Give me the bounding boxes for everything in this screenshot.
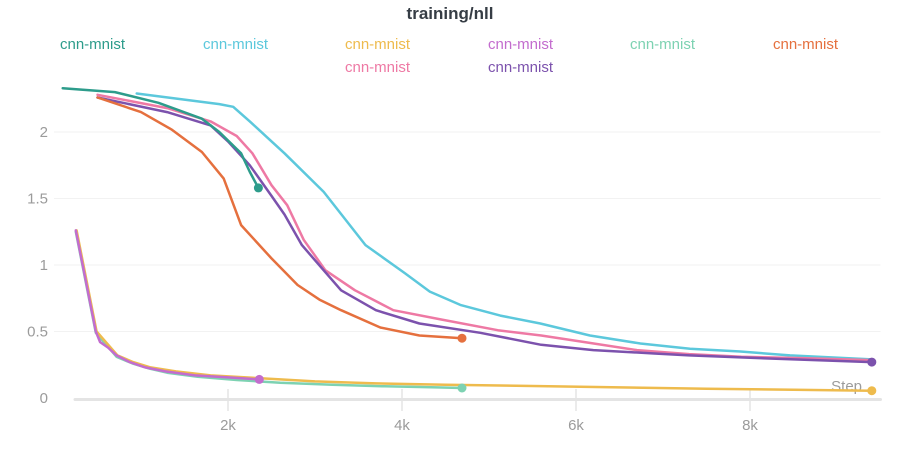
series-line-3-cnn-mnist[interactable] — [96, 93, 874, 362]
series-line-2-cnn-mnist[interactable] — [75, 229, 874, 392]
end-point-marker-7-cnn-mnist[interactable] — [457, 333, 467, 343]
series-line-4-cnn-mnist[interactable] — [74, 229, 261, 381]
y-tick-label-1: 1 — [40, 257, 48, 274]
x-tick-label-4k: 4k — [394, 417, 410, 434]
y-tick-label-0: 0 — [40, 390, 48, 407]
legend-item-run-7[interactable]: cnn-mnist — [773, 36, 839, 53]
end-point-marker-2-cnn-mnist[interactable] — [867, 386, 877, 396]
x-tick-label-6k: 6k — [568, 417, 584, 434]
y-tick-label-2: 2 — [40, 124, 48, 141]
legend-item-run-5[interactable]: cnn-mnist — [488, 59, 554, 76]
chart-legend: cnn-mnist cnn-mnist cnn-mnist cnn-mnist cnn-… — [0, 0, 900, 80]
x-tick-label-2k: 2k — [220, 417, 236, 434]
series-line-0-cnn-mnist[interactable] — [61, 86, 260, 190]
y-tick-label-0.5: 0.5 — [27, 324, 48, 341]
legend-item-run-2[interactable]: cnn-mnist — [345, 36, 411, 53]
chart-title: training/nll — [406, 4, 494, 23]
end-point-marker-5-cnn-mnist[interactable] — [867, 357, 877, 367]
x-axis-title: Step — [831, 378, 862, 395]
legend-item-run-1[interactable]: cnn-mnist — [203, 36, 269, 53]
end-point-marker-4-cnn-mnist[interactable] — [254, 374, 264, 384]
x-tick-label-8k: 8k — [742, 417, 758, 434]
legend-item-run-3[interactable]: cnn-mnist — [345, 59, 411, 76]
end-point-marker-6-cnn-mnist[interactable] — [457, 383, 467, 393]
end-point-marker-0-cnn-mnist[interactable] — [253, 183, 263, 193]
series-line-7-cnn-mnist[interactable] — [96, 96, 464, 340]
y-tick-label-1.5: 1.5 — [27, 191, 48, 208]
series-line-5-cnn-mnist[interactable] — [96, 96, 874, 364]
legend-item-run-4[interactable]: cnn-mnist — [488, 36, 554, 53]
series-line-1-cnn-mnist[interactable] — [135, 92, 874, 361]
legend-item-run-6[interactable]: cnn-mnist — [630, 36, 696, 53]
legend-item-run-0[interactable]: cnn-mnist — [60, 36, 126, 53]
